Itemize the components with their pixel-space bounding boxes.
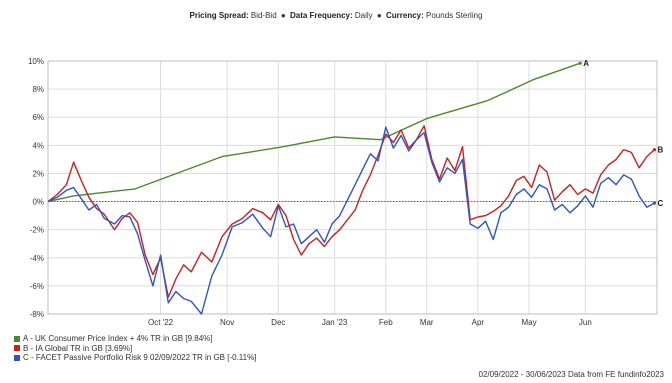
y-tick-label: 6% [32, 113, 44, 122]
x-tick-label: Mar [420, 318, 434, 327]
series-end-label-c: C [657, 199, 663, 208]
series-end-label-b: B [657, 146, 663, 155]
y-tick-label: 2% [32, 169, 44, 178]
y-tick-label: -6% [30, 282, 44, 291]
currency-label: Currency: [385, 11, 424, 20]
series-end-marker-b [652, 148, 657, 152]
data-source-note: 02/09/2022 - 30/06/2023 Data from FE fun… [478, 370, 664, 379]
chart-header: Pricing Spread: Bid-Bid ● Data Frequency… [0, 11, 672, 20]
x-tick-label: Apr [472, 318, 485, 327]
x-tick-label: Jun [579, 318, 592, 327]
y-tick-label: 10% [28, 57, 44, 66]
series-end-label-a: A [583, 59, 589, 68]
series-line-c [47, 126, 655, 315]
legend-item-a: A - UK Consumer Price Index + 4% TR in G… [14, 334, 256, 344]
y-tick-label: -8% [30, 310, 44, 319]
x-tick-label: Feb [379, 318, 393, 327]
x-tick-label: Jan '23 [322, 318, 348, 327]
x-tick-label: Nov [220, 318, 234, 327]
series-line-a [47, 62, 581, 203]
series-end-marker-c [652, 201, 657, 205]
legend-swatch-c [14, 354, 20, 361]
y-tick-label: -2% [30, 226, 44, 235]
header-separator-1: ● [280, 11, 286, 20]
y-tick-label: 4% [32, 141, 44, 150]
pricing-spread-value: Bid-Bid [250, 11, 277, 20]
legend-label-c: C - FACET Passive Portfolio Risk 9 02/09… [23, 353, 257, 362]
series-line-b [47, 124, 655, 298]
x-tick-label: Dec [271, 318, 285, 327]
legend-swatch-b [14, 345, 20, 351]
legend-label-b: B - IA Global TR in GB [3.69%] [23, 343, 133, 353]
legend-item-b: B - IA Global TR in GB [3.69%] [14, 344, 256, 354]
legend-swatch-a [14, 335, 20, 342]
y-tick-label: 8% [32, 85, 44, 94]
currency-value: Pounds Sterling [426, 11, 483, 20]
series-end-marker-a [578, 61, 582, 65]
chart-legend: A - UK Consumer Price Index + 4% TR in G… [14, 334, 256, 363]
data-frequency-value: Daily [354, 11, 373, 20]
legend-item-c: C - FACET Passive Portfolio Risk 9 02/09… [14, 353, 256, 363]
y-tick-label: 0% [32, 198, 44, 207]
y-tick-label: -4% [30, 254, 44, 263]
legend-label-a: A - UK Consumer Price Index + 4% TR in G… [23, 334, 213, 343]
pricing-spread-label: Pricing Spread: [189, 11, 249, 20]
x-tick-label: Oct '22 [148, 318, 174, 327]
plot-frame [47, 60, 658, 315]
data-frequency-label: Data Frequency: [289, 11, 353, 20]
x-tick-label: May [521, 318, 536, 327]
header-separator-2: ● [376, 11, 382, 20]
